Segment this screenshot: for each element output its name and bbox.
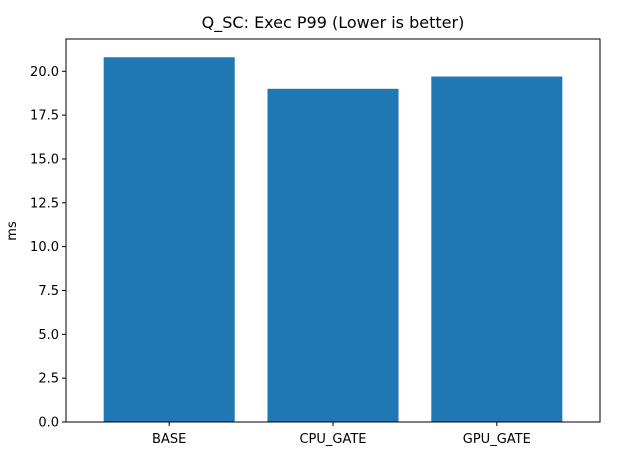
y-axis-label: ms bbox=[5, 221, 20, 241]
x-axis: BASE CPU_GATE GPU_GATE bbox=[152, 422, 531, 447]
y-tick-label: 20.0 bbox=[30, 65, 59, 80]
bar-cpu-gate bbox=[267, 88, 399, 423]
y-tick-label: 0.0 bbox=[38, 416, 59, 431]
bar-gpu-gate bbox=[431, 76, 563, 423]
y-tick-label: 5.0 bbox=[38, 328, 59, 343]
plot-frame bbox=[65, 38, 601, 423]
y-tick-label: 2.5 bbox=[38, 372, 59, 387]
chart-title: Q_SC: Exec P99 (Lower is better) bbox=[202, 13, 465, 33]
x-tick-label: GPU_GATE bbox=[463, 432, 531, 447]
y-axis: 0.0 2.5 5.0 7.5 10.0 12.5 15.0 17.5 20.0 bbox=[30, 65, 66, 431]
y-tick-label: 10.0 bbox=[30, 240, 59, 255]
bars-group bbox=[103, 57, 563, 423]
x-tick-label: CPU_GATE bbox=[299, 432, 366, 447]
y-tick-label: 15.0 bbox=[30, 152, 59, 167]
y-tick-label: 17.5 bbox=[30, 109, 59, 124]
y-tick-label: 7.5 bbox=[38, 284, 59, 299]
bar-base bbox=[103, 57, 235, 422]
y-tick-label: 12.5 bbox=[30, 196, 59, 211]
x-tick-label: BASE bbox=[152, 432, 186, 447]
